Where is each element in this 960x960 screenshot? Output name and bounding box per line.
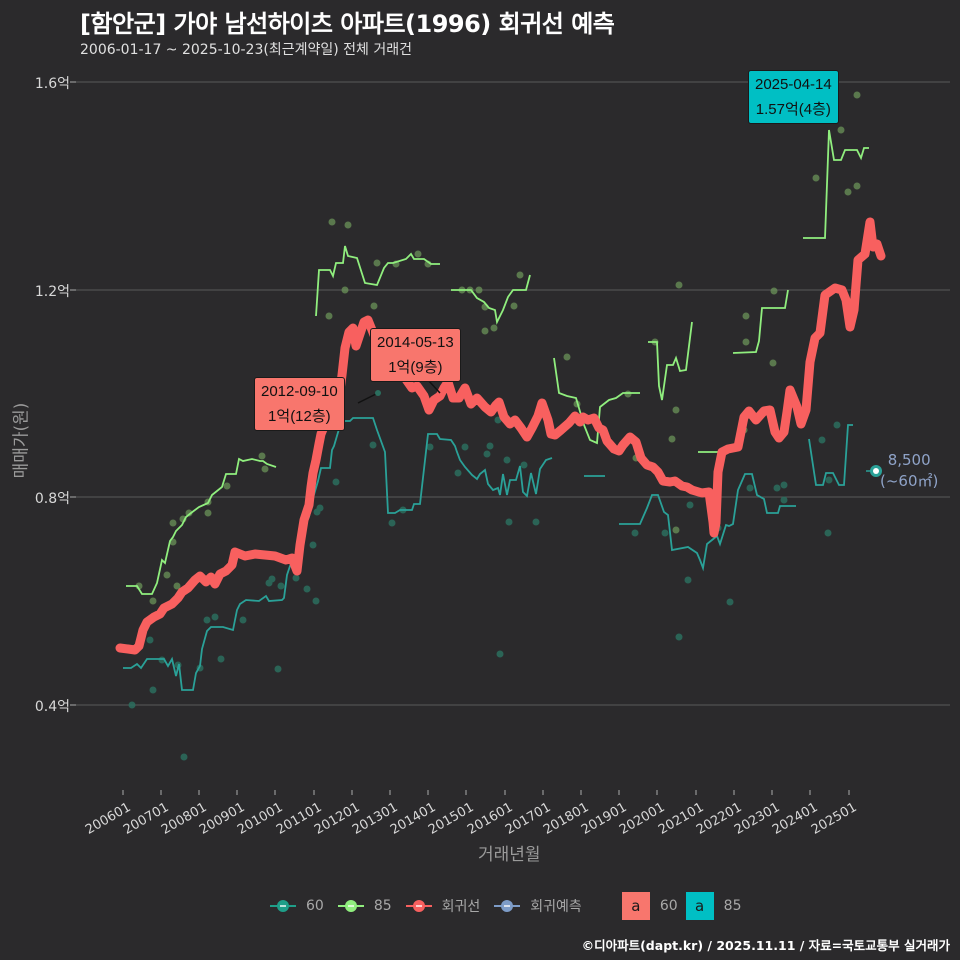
- legend-label: 85: [723, 898, 742, 914]
- legend-box-85: a: [685, 892, 714, 920]
- annotation-date: 2014-05-13: [377, 334, 454, 351]
- legend-label: 회귀예측: [530, 899, 582, 915]
- line-85: [732, 289, 789, 354]
- prediction-area: (~60㎡): [880, 472, 939, 490]
- annotation-date: 2012-09-10: [261, 383, 338, 400]
- anno-pointer: [427, 379, 441, 394]
- legend-item-60: 60: [270, 898, 324, 914]
- annotation-value: 1억(12층): [268, 408, 331, 425]
- scatter-points-60: [128, 416, 841, 761]
- prediction-value: 8,500: [887, 451, 931, 469]
- x-axis-ticks: [122, 790, 850, 795]
- chart-title: [함안군] 가야 남선하이츠 아파트(1996) 회귀선 예측: [80, 10, 615, 38]
- legend-box-60: a: [621, 892, 650, 920]
- legend-label: 60: [659, 898, 678, 914]
- annotation-2014: 2014-05-13 1억(9층): [370, 328, 461, 382]
- y-tick: 0.4억: [34, 699, 70, 715]
- annotation-value: 1억(9층): [388, 359, 443, 376]
- legend-label: 85: [373, 898, 392, 914]
- legend-item-prediction: 회귀예측: [494, 896, 582, 916]
- gridlines: [76, 81, 950, 706]
- chart-subtitle: 2006-01-17 ~ 2025-10-23(최근계약일) 전체 거래건: [80, 42, 412, 58]
- legend: 60 85 회귀선 회귀예측 a 60 a 85: [270, 892, 742, 920]
- annotation-2025: 2025-04-14 1.57억(4층): [748, 70, 839, 124]
- line-60: [808, 424, 853, 486]
- line-85: [553, 357, 640, 445]
- regression-line: [115, 217, 886, 655]
- legend-key-icon: [270, 899, 296, 913]
- credit-footer: ©디아파트(dapt.kr) / 2025.11.11 / 자료=국토교통부 실…: [581, 938, 950, 953]
- anno-pointer: [357, 392, 379, 404]
- line-85: [126, 457, 277, 595]
- y-axis-label: 매매가(원): [11, 402, 32, 479]
- annotation-2012: 2012-09-10 1억(12층): [254, 377, 345, 431]
- annotation-value: 1.57억(4층): [755, 101, 831, 118]
- y-axis-label-wrap: 매매가(원): [2, 380, 32, 500]
- prediction-label: 8,500 (~60㎡): [880, 450, 938, 492]
- legend-key-icon: [405, 899, 432, 913]
- x-axis-label: 거래년월: [478, 845, 541, 865]
- legend-label: 회귀선: [441, 899, 481, 915]
- legend-key-icon: [494, 899, 521, 913]
- line-60: [123, 417, 553, 691]
- legend-key-icon: [337, 899, 364, 913]
- legend-item-85: 85: [337, 898, 392, 914]
- scatter-points-85: [135, 91, 861, 605]
- line-85: [648, 321, 693, 401]
- y-tick-marks: [70, 81, 76, 706]
- line-85: [803, 129, 869, 239]
- anno-point: [375, 390, 381, 396]
- line-85: [315, 245, 440, 317]
- legend-label: 60: [306, 898, 324, 914]
- y-tick: 1.6억: [34, 76, 70, 92]
- y-tick: 1.2억: [34, 284, 70, 300]
- annotation-date: 2025-04-14: [755, 76, 832, 93]
- legend-item-regression: 회귀선: [405, 896, 481, 916]
- y-tick: 0.8억: [34, 491, 70, 507]
- line-85: [451, 274, 531, 325]
